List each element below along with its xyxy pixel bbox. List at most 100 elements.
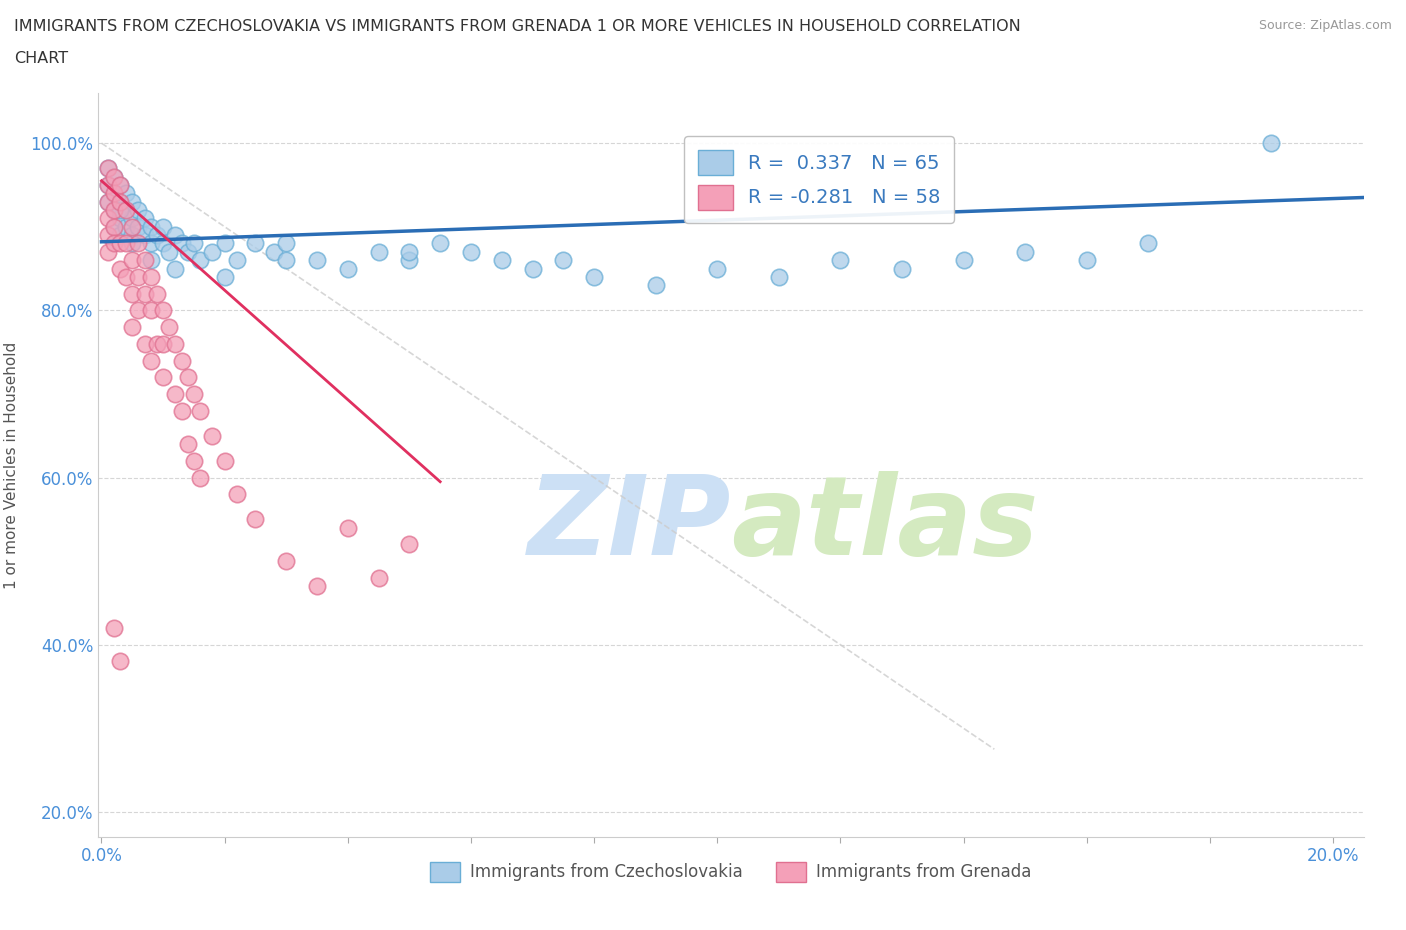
Point — [146, 286, 169, 301]
Point — [183, 454, 205, 469]
Point — [115, 219, 138, 234]
Point — [157, 320, 180, 335]
Point — [115, 186, 138, 201]
Point — [226, 253, 249, 268]
Point — [103, 169, 125, 184]
Point — [103, 186, 125, 201]
Point — [134, 228, 156, 243]
Point — [127, 203, 149, 218]
Point — [121, 320, 143, 335]
Point — [139, 353, 162, 368]
Point — [97, 161, 120, 176]
Point — [139, 219, 162, 234]
Text: ZIP: ZIP — [527, 471, 731, 578]
Point — [214, 454, 236, 469]
Point — [245, 512, 267, 526]
Point — [276, 553, 298, 568]
Point — [139, 236, 162, 251]
Point — [97, 211, 120, 226]
Point — [103, 219, 125, 234]
Point — [276, 236, 298, 251]
Point — [103, 620, 125, 635]
Point — [108, 203, 131, 218]
Point — [226, 486, 249, 501]
Point — [165, 337, 187, 352]
Point — [97, 228, 120, 243]
Text: CHART: CHART — [14, 51, 67, 66]
Point — [127, 236, 149, 251]
Point — [305, 578, 328, 593]
Point — [157, 245, 180, 259]
Point — [146, 228, 169, 243]
Point — [367, 245, 389, 259]
Point — [127, 270, 149, 285]
Point — [97, 194, 120, 209]
Point — [398, 253, 420, 268]
Point — [165, 261, 187, 276]
Point — [491, 253, 513, 268]
Point — [214, 236, 236, 251]
Point — [115, 270, 138, 285]
Point — [336, 261, 359, 276]
Point — [108, 228, 131, 243]
Point — [115, 236, 138, 251]
Point — [115, 203, 138, 218]
Point — [127, 219, 149, 234]
Point — [121, 194, 143, 209]
Text: IMMIGRANTS FROM CZECHOSLOVAKIA VS IMMIGRANTS FROM GRENADA 1 OR MORE VEHICLES IN : IMMIGRANTS FROM CZECHOSLOVAKIA VS IMMIGR… — [14, 19, 1021, 33]
Point — [103, 236, 125, 251]
Point — [97, 161, 120, 176]
Point — [108, 236, 131, 251]
Point — [952, 253, 974, 268]
Legend: Immigrants from Czechoslovakia, Immigrants from Grenada: Immigrants from Czechoslovakia, Immigran… — [423, 856, 1039, 888]
Point — [188, 470, 211, 485]
Point — [108, 194, 131, 209]
Point — [177, 370, 200, 385]
Point — [152, 370, 174, 385]
Point — [170, 236, 193, 251]
Point — [1014, 245, 1036, 259]
Point — [170, 353, 193, 368]
Text: atlas: atlas — [731, 471, 1039, 578]
Point — [152, 337, 174, 352]
Point — [706, 261, 728, 276]
Point — [1137, 236, 1160, 251]
Point — [460, 245, 482, 259]
Point — [276, 253, 298, 268]
Point — [134, 337, 156, 352]
Point — [183, 236, 205, 251]
Point — [108, 654, 131, 669]
Point — [336, 520, 359, 535]
Point — [121, 253, 143, 268]
Point — [891, 261, 914, 276]
Point — [188, 404, 211, 418]
Point — [108, 178, 131, 193]
Point — [183, 387, 205, 402]
Point — [146, 337, 169, 352]
Point — [139, 253, 162, 268]
Point — [188, 253, 211, 268]
Point — [214, 270, 236, 285]
Point — [108, 178, 131, 193]
Point — [97, 245, 120, 259]
Point — [367, 570, 389, 585]
Point — [152, 219, 174, 234]
Point — [1076, 253, 1098, 268]
Point — [583, 270, 606, 285]
Point — [1260, 136, 1282, 151]
Point — [134, 253, 156, 268]
Point — [121, 211, 143, 226]
Point — [108, 194, 131, 209]
Point — [830, 253, 852, 268]
Point — [139, 303, 162, 318]
Point — [768, 270, 790, 285]
Point — [103, 203, 125, 218]
Point — [398, 245, 420, 259]
Point — [522, 261, 544, 276]
Point — [97, 178, 120, 193]
Point — [115, 203, 138, 218]
Point — [177, 245, 200, 259]
Point — [165, 387, 187, 402]
Point — [644, 278, 666, 293]
Point — [398, 537, 420, 551]
